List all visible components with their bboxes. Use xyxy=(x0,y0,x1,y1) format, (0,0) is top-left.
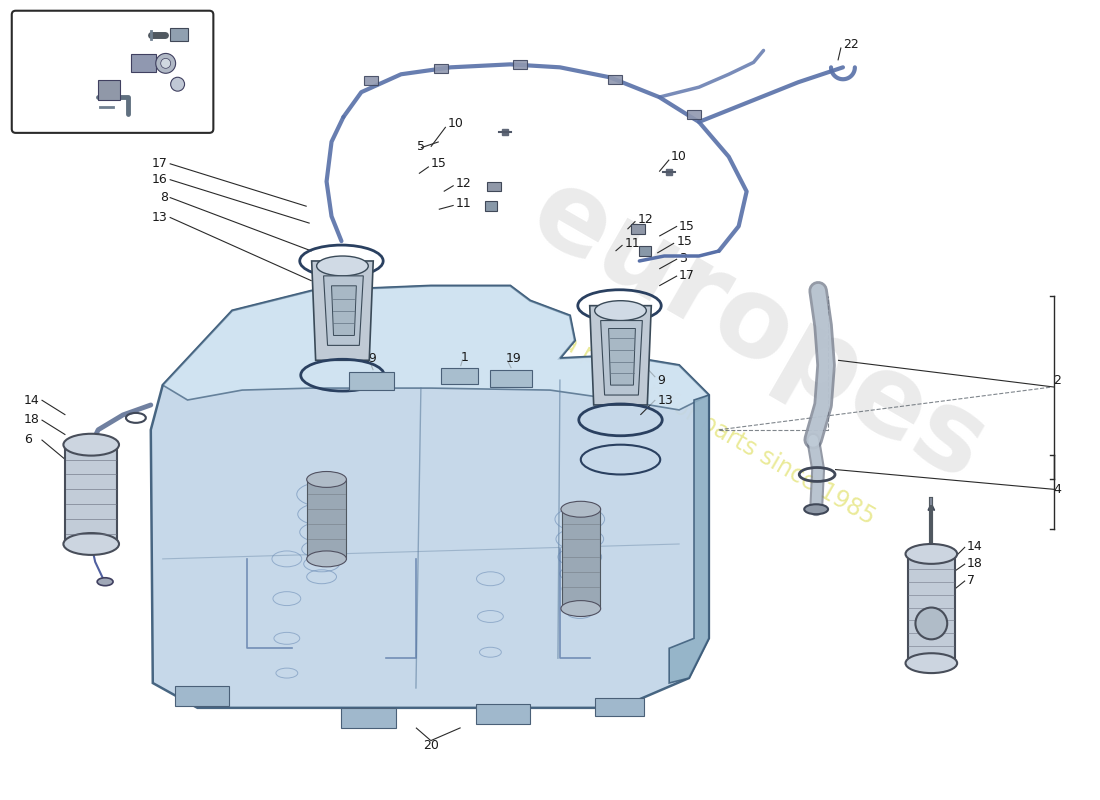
Text: 17: 17 xyxy=(152,157,167,170)
Text: 19: 19 xyxy=(505,352,521,365)
Bar xyxy=(688,110,701,119)
Ellipse shape xyxy=(905,654,957,673)
Text: 11: 11 xyxy=(455,197,472,210)
FancyBboxPatch shape xyxy=(12,10,213,133)
Text: a passion for parts since 1985: a passion for parts since 1985 xyxy=(558,330,880,530)
Polygon shape xyxy=(163,286,708,410)
Text: 1: 1 xyxy=(461,350,469,364)
Circle shape xyxy=(156,54,176,74)
Ellipse shape xyxy=(307,471,346,487)
Text: 13: 13 xyxy=(152,210,167,224)
Text: 15: 15 xyxy=(679,220,695,233)
Bar xyxy=(98,80,120,100)
Bar xyxy=(433,64,448,74)
Ellipse shape xyxy=(905,544,957,564)
Circle shape xyxy=(915,607,947,639)
Polygon shape xyxy=(669,395,708,683)
Ellipse shape xyxy=(64,533,119,555)
Bar xyxy=(341,708,396,728)
Ellipse shape xyxy=(64,434,119,456)
Bar xyxy=(364,76,378,86)
Polygon shape xyxy=(608,329,636,385)
Bar xyxy=(441,368,478,384)
Text: 2: 2 xyxy=(1054,374,1062,386)
Text: 10: 10 xyxy=(448,118,463,130)
Bar xyxy=(514,60,527,70)
Ellipse shape xyxy=(561,601,601,617)
Text: 12: 12 xyxy=(637,213,653,226)
Polygon shape xyxy=(311,261,373,360)
Polygon shape xyxy=(562,510,600,609)
Polygon shape xyxy=(601,321,642,395)
Bar xyxy=(350,372,394,390)
Circle shape xyxy=(170,78,185,91)
Bar xyxy=(475,704,530,724)
Text: 21: 21 xyxy=(25,78,41,92)
Text: 18: 18 xyxy=(967,558,983,570)
Circle shape xyxy=(161,58,170,68)
Text: 14: 14 xyxy=(967,541,982,554)
Bar xyxy=(487,182,502,191)
Ellipse shape xyxy=(561,502,601,517)
Bar xyxy=(595,698,645,716)
Text: 6: 6 xyxy=(24,434,32,446)
Ellipse shape xyxy=(804,504,828,514)
Ellipse shape xyxy=(307,551,346,567)
Text: 14: 14 xyxy=(24,394,40,406)
Text: 5: 5 xyxy=(417,140,425,154)
Text: 16: 16 xyxy=(152,173,167,186)
Text: 12: 12 xyxy=(455,177,472,190)
Text: 15: 15 xyxy=(678,234,693,248)
Polygon shape xyxy=(151,286,708,708)
Polygon shape xyxy=(307,479,346,559)
Text: 15: 15 xyxy=(431,157,447,170)
Bar xyxy=(169,28,187,41)
Polygon shape xyxy=(590,306,651,405)
Text: 20: 20 xyxy=(422,739,439,752)
Text: 23: 23 xyxy=(25,31,41,44)
Ellipse shape xyxy=(595,301,647,321)
Text: 4: 4 xyxy=(1054,483,1062,496)
Text: 10: 10 xyxy=(671,150,688,163)
Bar xyxy=(607,75,621,84)
Polygon shape xyxy=(323,276,363,346)
Bar xyxy=(485,202,497,211)
Text: 7: 7 xyxy=(967,574,975,587)
Polygon shape xyxy=(908,554,955,663)
Text: 8: 8 xyxy=(160,191,167,204)
Polygon shape xyxy=(331,286,356,335)
Bar xyxy=(639,246,651,256)
Text: 3: 3 xyxy=(679,253,688,266)
Text: 22: 22 xyxy=(843,38,859,51)
Text: 19: 19 xyxy=(361,352,377,365)
Bar xyxy=(631,224,646,234)
Text: 26: 26 xyxy=(180,26,196,39)
Bar xyxy=(175,686,229,706)
Ellipse shape xyxy=(97,578,113,586)
Text: 13: 13 xyxy=(658,394,673,406)
Ellipse shape xyxy=(317,256,368,276)
Text: 17: 17 xyxy=(679,270,695,282)
Bar xyxy=(131,54,156,72)
Text: 24: 24 xyxy=(25,53,41,66)
Text: 18: 18 xyxy=(24,414,40,426)
Bar xyxy=(491,370,532,387)
Text: europes: europes xyxy=(513,158,1004,503)
Text: 25: 25 xyxy=(180,68,196,81)
Polygon shape xyxy=(65,445,117,544)
Text: 9: 9 xyxy=(658,374,666,386)
Text: 11: 11 xyxy=(625,237,640,250)
